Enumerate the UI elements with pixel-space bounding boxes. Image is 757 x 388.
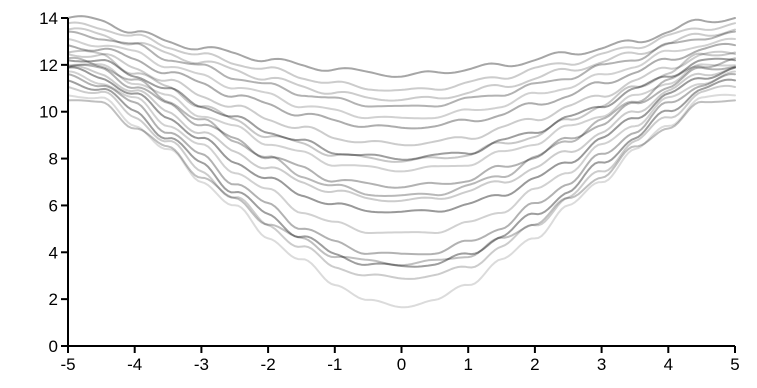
series-line xyxy=(67,21,736,92)
x-tick-label: 2 xyxy=(530,355,539,374)
x-tick-label: 1 xyxy=(463,355,472,374)
series-line xyxy=(67,50,736,147)
series-line xyxy=(67,42,736,130)
x-tick-label: 4 xyxy=(664,355,673,374)
series-line xyxy=(67,30,736,108)
x-tick-label: -4 xyxy=(127,355,142,374)
series-line xyxy=(67,66,736,214)
y-tick-label: 0 xyxy=(49,337,58,356)
x-tick-label: 0 xyxy=(397,355,406,374)
series-line xyxy=(67,99,736,267)
y-tick-label: 10 xyxy=(39,103,58,122)
y-tick-label: 4 xyxy=(49,243,58,262)
x-tick-label: 3 xyxy=(597,355,606,374)
x-tick-label: -5 xyxy=(60,355,75,374)
series-lines xyxy=(67,15,736,309)
series-line xyxy=(67,63,736,173)
series-line xyxy=(67,15,736,78)
y-tick-label: 6 xyxy=(49,196,58,215)
series-line xyxy=(67,84,736,280)
y-tick-label: 8 xyxy=(49,150,58,169)
series-line xyxy=(67,70,736,234)
series-line xyxy=(67,37,736,120)
x-tick-label: -3 xyxy=(194,355,209,374)
series-line xyxy=(67,73,736,256)
y-tick-label: 14 xyxy=(39,9,58,28)
series-line xyxy=(67,93,736,309)
x-axis-ticks: -5 -4 -3 -2 -1 0 1 2 3 4 5 xyxy=(60,346,740,374)
series-line xyxy=(67,56,736,197)
y-tick-label: 2 xyxy=(49,290,58,309)
series-line xyxy=(67,57,736,161)
series-line xyxy=(67,65,736,203)
x-tick-label: -2 xyxy=(261,355,276,374)
series-line xyxy=(67,49,736,163)
series-line xyxy=(67,64,736,189)
x-tick-label: -1 xyxy=(327,355,342,374)
y-axis-ticks: 0 2 4 6 8 10 12 14 xyxy=(39,9,68,356)
series-line xyxy=(67,27,736,102)
x-tick-label: 5 xyxy=(730,355,739,374)
y-tick-label: 12 xyxy=(39,56,58,75)
series-line xyxy=(67,78,736,268)
